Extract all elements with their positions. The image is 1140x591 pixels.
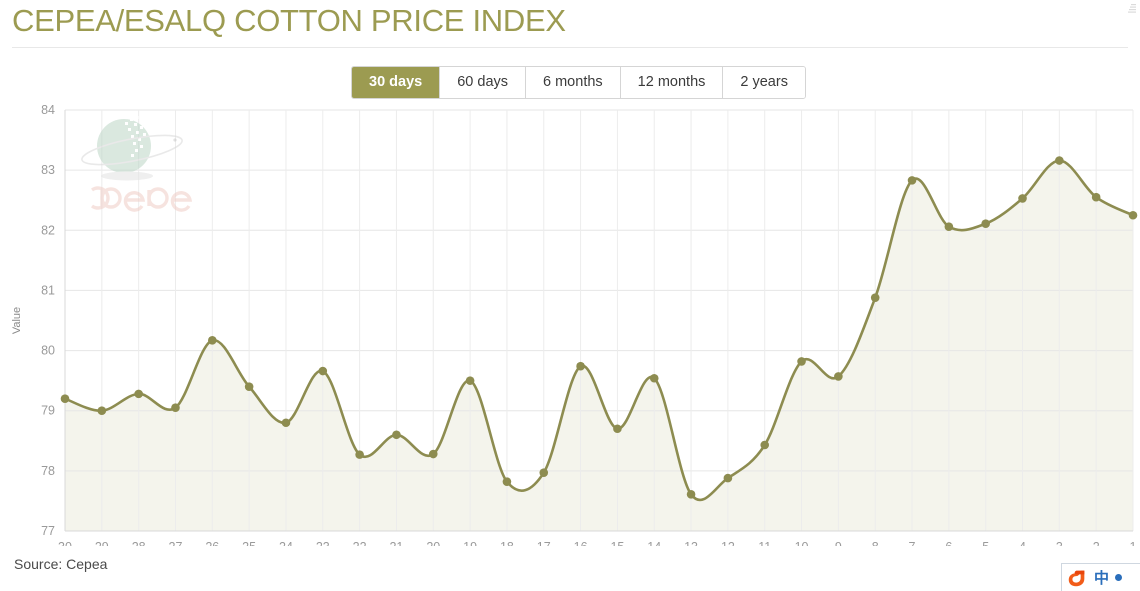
data-point[interactable] <box>502 477 512 486</box>
page-title: CEPEA/ESALQ COTTON PRICE INDEX <box>12 3 566 38</box>
chart-gridlines-x <box>64 110 1134 531</box>
y-axis-title-text: Value <box>11 307 23 334</box>
data-point[interactable] <box>686 490 696 499</box>
data-point[interactable] <box>576 361 585 371</box>
x-tick-label: 23 <box>316 540 330 546</box>
x-tick-label: 12 <box>721 540 735 546</box>
x-tick-label: 3 <box>1056 540 1063 546</box>
x-tick-label: 16 <box>574 540 588 546</box>
data-point[interactable] <box>944 222 954 231</box>
chart-x-axis: 3029282726252423222120191817161514131211… <box>58 530 1137 546</box>
x-tick-label: 29 <box>95 540 109 546</box>
chart-area-fill <box>65 160 1133 531</box>
data-point[interactable] <box>1055 156 1064 165</box>
x-tick-label: 17 <box>537 540 551 546</box>
x-tick-label: 20 <box>426 540 440 546</box>
x-tick-label: 24 <box>279 540 293 546</box>
tab-6-months[interactable]: 6 months <box>526 67 621 98</box>
data-point[interactable] <box>1091 192 1101 202</box>
y-tick-label: 81 <box>41 283 55 297</box>
x-tick-label: 2 <box>1093 540 1100 546</box>
x-tick-label: 9 <box>835 540 842 546</box>
chart-data-points[interactable] <box>60 156 1138 499</box>
data-point[interactable] <box>208 336 217 345</box>
ime-mode-label[interactable]: 中 <box>1094 569 1110 587</box>
x-tick-label: 8 <box>872 540 879 546</box>
x-tick-label: 30 <box>58 540 72 546</box>
y-tick-label: 80 <box>41 344 55 358</box>
data-point[interactable] <box>834 372 843 381</box>
data-point[interactable] <box>465 376 475 385</box>
sogou-ime-toolbar[interactable]: 中 <box>1061 563 1140 591</box>
data-point[interactable] <box>613 424 622 434</box>
tab-12-months[interactable]: 12 months <box>620 67 724 98</box>
data-point[interactable] <box>134 389 143 399</box>
header-divider <box>12 47 1128 48</box>
y-tick-label: 82 <box>41 223 55 237</box>
x-tick-label: 1 <box>1130 540 1137 546</box>
x-tick-label: 4 <box>1019 540 1026 546</box>
y-tick-label: 78 <box>41 464 55 478</box>
data-point[interactable] <box>797 357 806 366</box>
x-tick-label: 10 <box>795 540 809 546</box>
ime-status-dot[interactable] <box>1115 574 1123 581</box>
x-tick-label: 7 <box>909 540 916 546</box>
data-point[interactable] <box>1018 194 1027 203</box>
tab-60-days[interactable]: 60 days <box>440 67 527 98</box>
range-tabs[interactable]: 30 days 60 days 6 months 12 months 2 yea… <box>351 66 806 99</box>
data-point[interactable] <box>428 449 438 459</box>
x-tick-label: 13 <box>684 540 698 546</box>
data-point[interactable] <box>760 440 770 450</box>
tab-2-years[interactable]: 2 years <box>723 67 805 98</box>
data-point[interactable] <box>907 176 917 185</box>
data-point[interactable] <box>60 394 70 403</box>
chart-y-axis: 77 78 79 80 81 82 83 84 <box>41 103 66 538</box>
y-tick-label: 83 <box>41 163 55 177</box>
x-tick-label: 6 <box>945 540 952 546</box>
x-tick-label: 19 <box>463 540 477 546</box>
chart-y-axis-title: Value <box>11 307 23 334</box>
data-point[interactable] <box>244 382 254 391</box>
source-label: Source: Cepea <box>14 556 108 572</box>
x-tick-label: 26 <box>205 540 219 546</box>
x-tick-label: 22 <box>353 540 367 546</box>
corner-marker-icon <box>1128 4 1136 13</box>
data-point[interactable] <box>1128 210 1138 220</box>
x-tick-label: 5 <box>982 540 989 546</box>
x-tick-label: 21 <box>389 540 403 546</box>
x-tick-label: 15 <box>610 540 624 546</box>
data-point[interactable] <box>355 450 364 459</box>
series-area-fill <box>65 160 1133 531</box>
data-point[interactable] <box>539 468 549 477</box>
chart-gridlines-y <box>65 109 1133 532</box>
y-tick-label: 79 <box>41 404 55 418</box>
data-point[interactable] <box>392 430 401 440</box>
data-point[interactable] <box>281 418 291 428</box>
tab-30-days[interactable]: 30 days <box>352 67 441 98</box>
sogou-logo-icon[interactable] <box>1066 567 1088 589</box>
page-header: CEPEA/ESALQ COTTON PRICE INDEX <box>0 0 1140 48</box>
x-tick-label: 18 <box>500 540 514 546</box>
data-point[interactable] <box>723 473 733 483</box>
y-tick-label: 84 <box>41 103 55 117</box>
x-tick-label: 27 <box>169 540 183 546</box>
data-point[interactable] <box>981 219 990 228</box>
data-point[interactable] <box>97 406 107 416</box>
x-tick-label: 14 <box>647 540 661 546</box>
data-point[interactable] <box>171 403 180 413</box>
data-point[interactable] <box>318 366 328 376</box>
y-tick-label: 77 <box>41 524 55 538</box>
x-tick-label: 28 <box>132 540 146 546</box>
x-tick-label: 11 <box>758 540 771 546</box>
x-tick-label: 25 <box>242 540 256 546</box>
data-point[interactable] <box>649 373 659 383</box>
data-point[interactable] <box>870 293 880 302</box>
